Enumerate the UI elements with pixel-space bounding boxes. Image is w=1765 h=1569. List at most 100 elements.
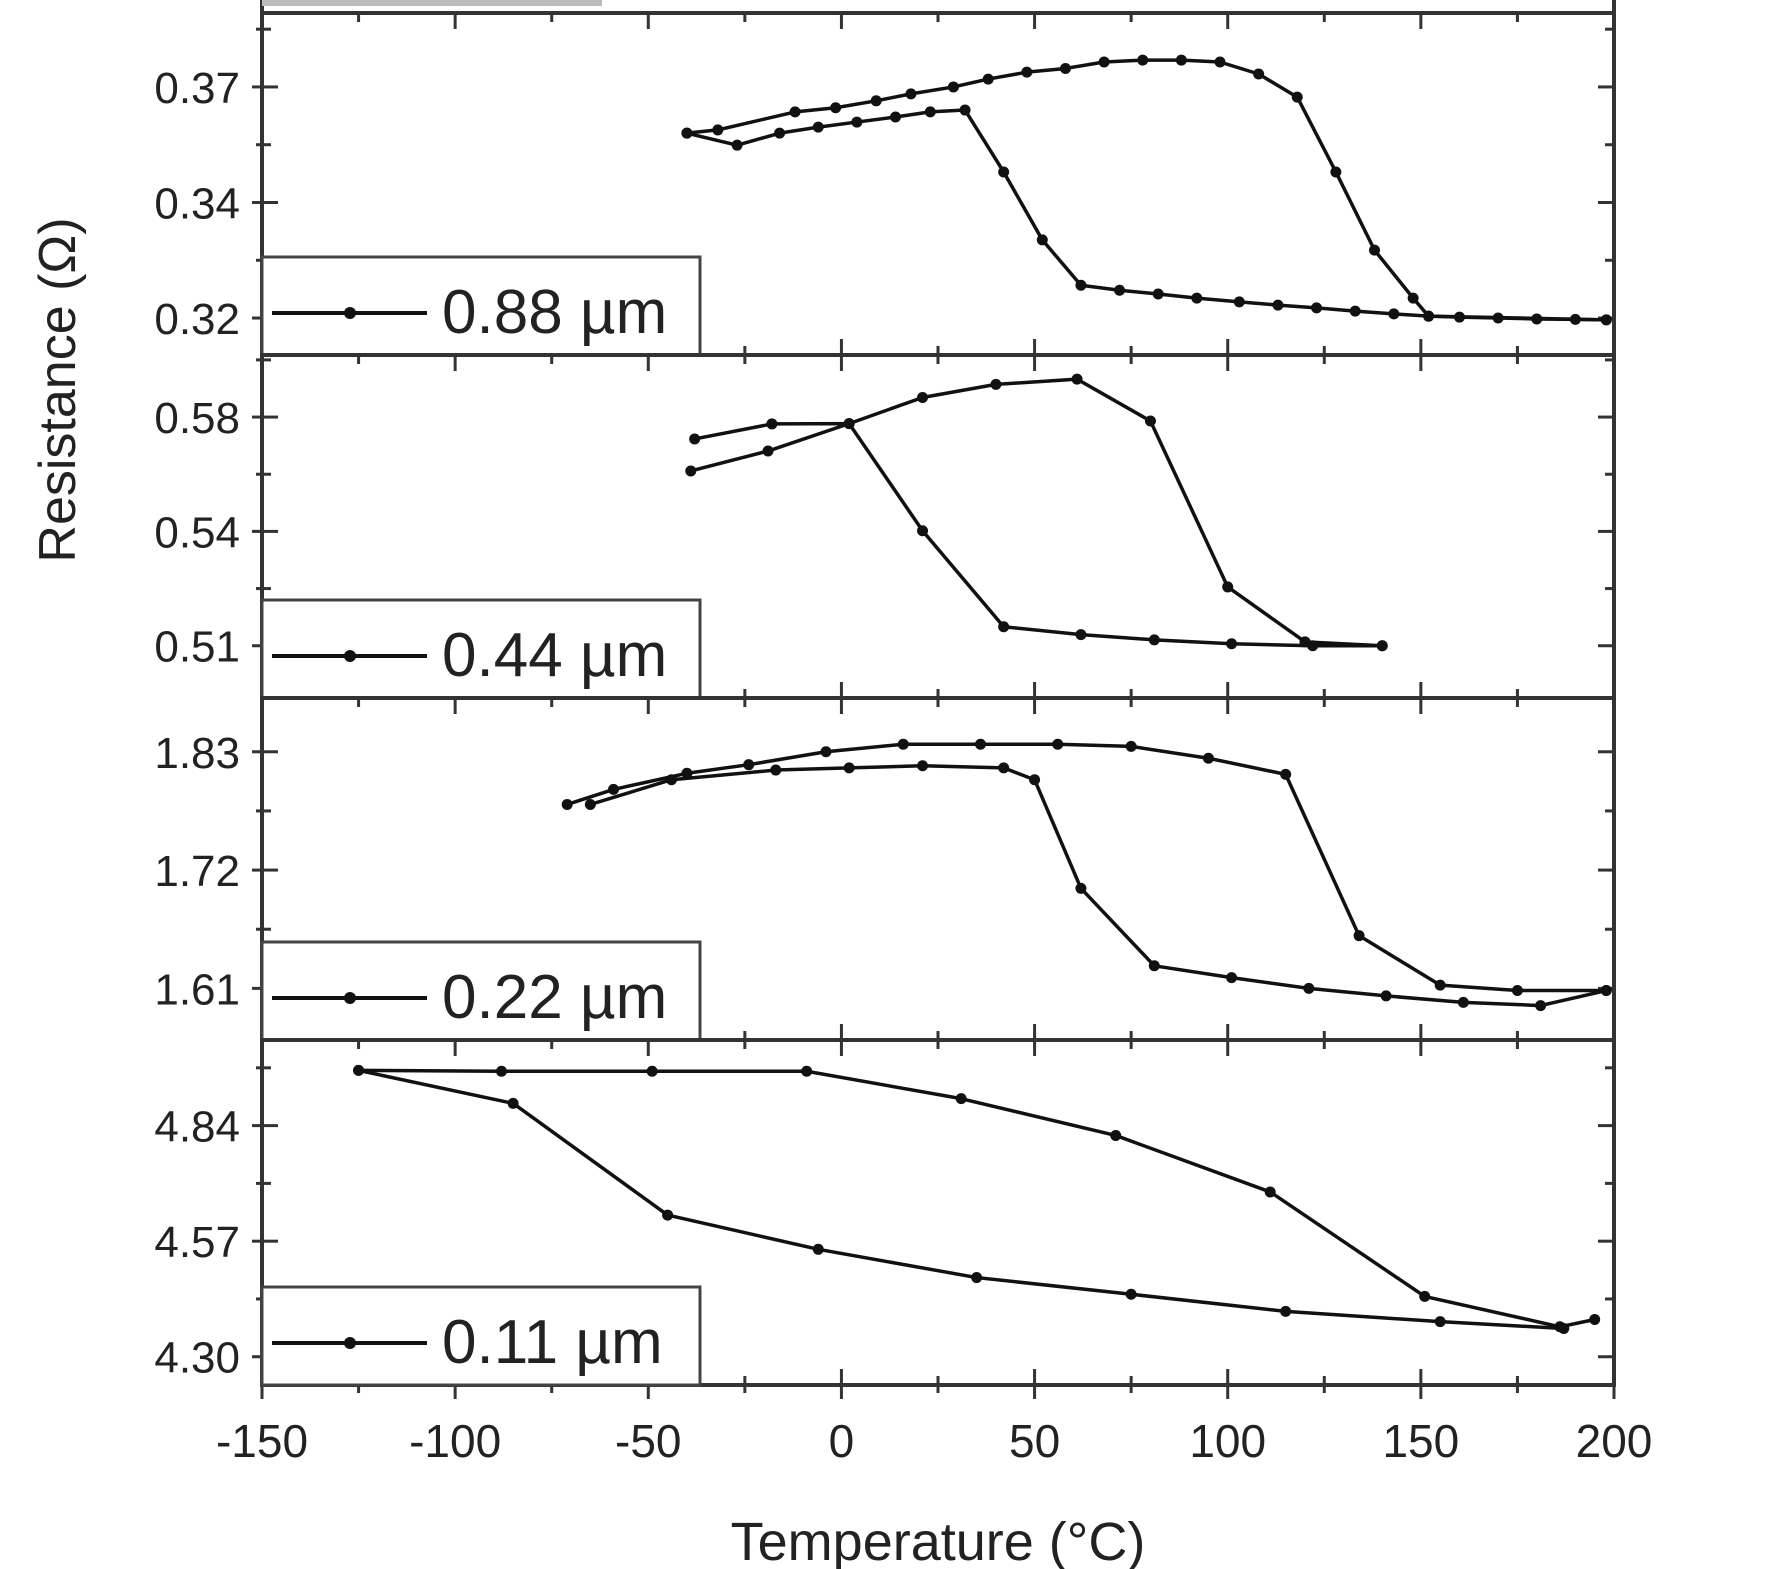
data-point (1349, 305, 1361, 317)
y-tick-label: 0.34 (154, 179, 240, 228)
data-point (1307, 640, 1319, 652)
data-point (1152, 288, 1164, 300)
x-tick-label: 150 (1382, 1415, 1459, 1467)
data-point (646, 1065, 658, 1077)
panel-2: 1.61 1.72 1.83 0.22 µm (154, 696, 1616, 1042)
x-axis-title: Temperature (°C) (731, 1512, 1146, 1569)
panel-3: 4.30 4.57 4.84 0.11 µm (154, 1038, 1616, 1399)
data-point (1434, 979, 1446, 991)
data-point (890, 111, 902, 123)
data-point (1376, 640, 1388, 652)
data-point (1511, 985, 1523, 997)
data-point (561, 798, 573, 810)
data-point (1125, 740, 1137, 752)
data-point (917, 525, 929, 537)
data-point (762, 445, 774, 457)
data-point (1369, 244, 1381, 256)
data-point (1280, 768, 1292, 780)
legend: 0.22 µm (260, 940, 702, 1042)
x-tick-label: -100 (409, 1415, 501, 1467)
data-point (789, 106, 801, 118)
data-point (1291, 91, 1303, 103)
data-point (955, 1093, 967, 1105)
y-tick-label: 0.54 (154, 508, 240, 557)
data-point (947, 81, 959, 93)
data-point (971, 1272, 983, 1284)
data-point (990, 378, 1002, 390)
data-point (897, 738, 909, 750)
data-point (924, 106, 936, 118)
data-point (1280, 1305, 1292, 1317)
data-point (870, 95, 882, 107)
data-point (1558, 1322, 1570, 1334)
y-axis-title: Resistance (Ω) (29, 217, 87, 562)
data-point (1423, 310, 1435, 322)
data-point (830, 102, 842, 114)
data-point (1114, 284, 1126, 296)
data-point (1202, 752, 1214, 764)
data-point (1388, 308, 1400, 320)
data-point (1125, 1288, 1137, 1300)
y-tick-label: 1.72 (154, 847, 240, 896)
y-tick-label: 0.58 (154, 394, 240, 443)
legend-box-fragment (262, 0, 602, 6)
data-point (1600, 314, 1612, 326)
y-tick-label: 1.61 (154, 965, 240, 1014)
data-point (851, 116, 863, 128)
data-point (1137, 54, 1149, 66)
series-line-heating (686, 58, 1607, 322)
y-tick-label: 1.83 (154, 729, 240, 778)
data-point (959, 104, 971, 116)
data-point (1098, 56, 1110, 68)
data-point (731, 139, 743, 151)
data-point (1059, 62, 1071, 74)
data-point (766, 418, 778, 430)
data-point (685, 465, 697, 477)
series-line-heating (566, 742, 1607, 993)
data-point (1075, 882, 1087, 894)
data-point (1457, 996, 1469, 1008)
x-tick-label: 100 (1189, 1415, 1266, 1467)
data-point (905, 88, 917, 100)
data-point (1144, 415, 1156, 427)
data-point (1110, 1129, 1122, 1141)
data-point (1434, 1316, 1446, 1328)
data-point (998, 621, 1010, 633)
series-line-upper (358, 1068, 1596, 1329)
data-point (1233, 296, 1245, 308)
legend-box (260, 598, 702, 700)
y-tick-label: 0.32 (154, 295, 240, 344)
data-point (743, 759, 755, 771)
data-point (353, 1064, 365, 1076)
data-point (712, 124, 724, 136)
data-point (1407, 292, 1419, 304)
data-point (820, 746, 832, 758)
data-point (1226, 638, 1238, 650)
x-tick-label: 200 (1576, 1415, 1653, 1467)
data-point (917, 760, 929, 772)
data-point (665, 774, 677, 786)
y-tick-label: 0.37 (154, 64, 240, 113)
data-point (1353, 930, 1365, 942)
data-point (1380, 990, 1392, 1002)
series-line-cooling (686, 108, 1607, 322)
legend-marker (344, 1337, 356, 1349)
x-tick-label: 50 (1009, 1415, 1060, 1467)
panel-0: 0.32 0.34 0.37 0.88 µm (154, 11, 1616, 357)
y-tick-label: 4.84 (154, 1103, 240, 1152)
data-point (1052, 738, 1064, 750)
data-point (1226, 972, 1238, 984)
legend: 0.11 µm (260, 1285, 702, 1387)
data-point (1330, 166, 1342, 178)
data-point (495, 1065, 507, 1077)
data-point (1589, 1314, 1601, 1326)
data-point (770, 764, 782, 776)
data-point (1148, 960, 1160, 972)
data-point (1303, 982, 1315, 994)
data-point (1214, 56, 1226, 68)
series-line-cooling (589, 764, 1607, 1008)
data-point (1253, 68, 1265, 80)
data-point (1311, 302, 1323, 314)
x-tick-label: -150 (216, 1415, 308, 1467)
data-point (1535, 1000, 1547, 1012)
